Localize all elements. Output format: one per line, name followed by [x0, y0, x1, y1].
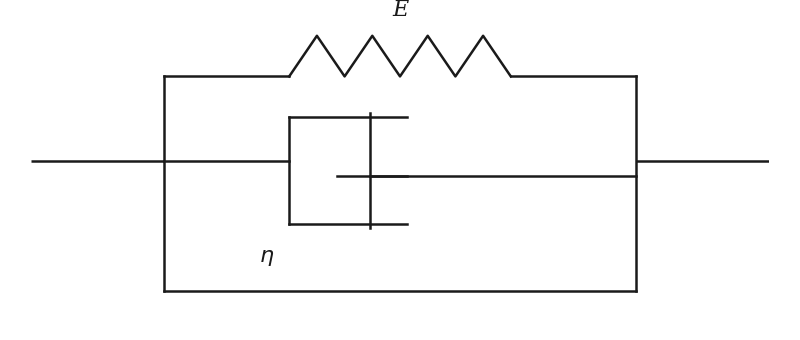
Text: $\eta$: $\eta$ — [259, 246, 274, 268]
Text: E: E — [392, 0, 408, 21]
